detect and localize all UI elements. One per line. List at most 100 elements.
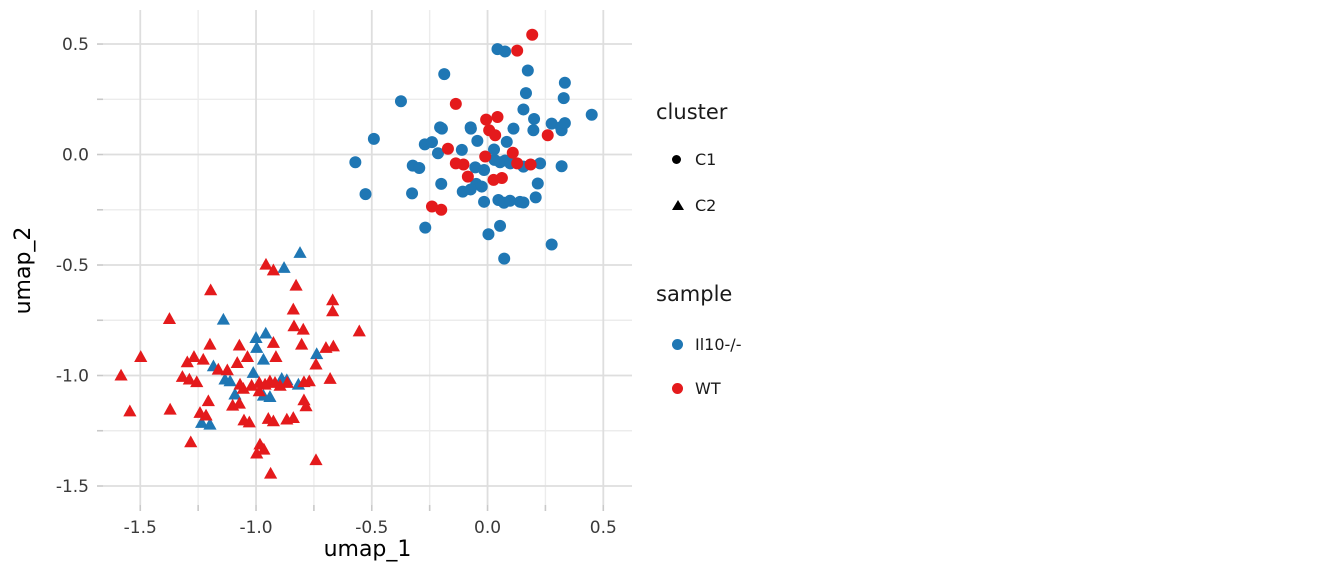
scatter-point-C1 <box>507 122 520 135</box>
x-tick-label: 0.0 <box>474 518 501 538</box>
scatter-point-C2 <box>228 387 242 400</box>
x-axis-title: umap_1 <box>324 537 412 562</box>
scatter-point-C1 <box>413 162 426 175</box>
scatter-point-C2 <box>287 319 301 332</box>
scatter-point-C1 <box>529 191 542 204</box>
scatter-point-C1 <box>517 103 530 116</box>
scatter-point-C2 <box>123 404 137 417</box>
scatter-point-C2 <box>326 304 340 317</box>
scatter-point-C2 <box>196 352 210 365</box>
scatter-point-C2 <box>250 446 264 459</box>
scatter-point-C2 <box>323 372 337 384</box>
scatter-point-C1 <box>557 92 570 105</box>
scatter-point-C2 <box>250 341 264 353</box>
y-axis-title: umap_2 <box>11 227 36 315</box>
scatter-point-C2 <box>266 414 280 427</box>
scatter-point-C1 <box>464 183 477 196</box>
scatter-point-C2 <box>232 338 246 351</box>
scatter-point-C2 <box>309 357 323 370</box>
scatter-point-C1 <box>475 180 488 193</box>
scatter-point-C1 <box>531 177 544 190</box>
scatter-point-C2 <box>223 374 237 387</box>
scatter-point-C1 <box>461 170 474 183</box>
x-tick-label: -1.5 <box>124 518 157 538</box>
legend-item-c2: C2 <box>656 194 856 216</box>
legend-item-label: Il10-/- <box>695 334 742 354</box>
x-tick-label: -1.0 <box>239 518 272 538</box>
scatter-point-C2 <box>269 350 283 362</box>
y-tick-label: 0.5 <box>62 35 89 55</box>
scatter-point-C2 <box>249 331 263 343</box>
scatter-point-C1 <box>524 158 537 171</box>
scatter-point-C2 <box>201 394 215 407</box>
scatter-point-C2 <box>204 283 218 296</box>
scatter-point-C2 <box>296 322 310 335</box>
scatter-point-C1 <box>441 142 454 155</box>
scatter-point-C1 <box>494 219 507 232</box>
scatter-point-C2 <box>203 337 217 350</box>
scatter-point-C1 <box>511 44 524 57</box>
scatter-point-C2 <box>277 261 291 273</box>
scatter-point-C1 <box>449 97 462 110</box>
scatter-point-C1 <box>498 252 511 265</box>
scatter-point-C2 <box>203 417 217 430</box>
scatter-point-C1 <box>435 177 448 190</box>
scatter-point-C1 <box>503 194 516 207</box>
scatter-point-C2 <box>220 363 234 376</box>
scatter-point-C2 <box>162 312 177 324</box>
scatter-point-C1 <box>511 157 524 170</box>
scatter-point-C1 <box>558 76 571 89</box>
scatter-point-C2 <box>182 372 196 385</box>
scatter-point-C2 <box>299 399 313 412</box>
scatter-point-C2 <box>309 453 323 466</box>
scatter-point-C2 <box>266 263 280 276</box>
y-tick-label: 0.0 <box>62 146 89 166</box>
scatter-point-C2 <box>180 355 194 368</box>
scatter-point-C2 <box>163 402 177 415</box>
scatter-point-C2 <box>211 362 225 375</box>
legend-item-label: WT <box>695 378 721 398</box>
scatter-point-C1 <box>541 129 554 142</box>
scatter-point-C1 <box>545 117 558 130</box>
y-tick-label: -1.5 <box>56 477 89 497</box>
scatter-point-C1 <box>545 238 558 251</box>
scatter-point-C1 <box>491 110 504 123</box>
scatter-point-C1 <box>495 171 508 184</box>
scatter-point-C2 <box>230 356 244 368</box>
c2-triangle-icon <box>672 200 684 210</box>
scatter-point-C1 <box>479 150 492 163</box>
scatter-point-C2 <box>259 257 273 270</box>
scatter-point-C2 <box>326 293 340 306</box>
scatter-point-C2 <box>184 435 198 448</box>
legend-item-il10: Il10-/- <box>656 333 856 355</box>
scatter-point-C1 <box>435 203 448 216</box>
scatter-point-C2 <box>190 375 204 388</box>
scatter-point-C2 <box>310 347 324 360</box>
scatter-point-C2 <box>256 352 271 365</box>
scatter-point-C1 <box>471 134 484 147</box>
scatter-point-C1 <box>425 136 438 149</box>
legend-item-label: C1 <box>695 149 717 169</box>
scatter-point-C1 <box>517 196 530 209</box>
scatter-point-C2 <box>266 336 280 348</box>
scatter-point-C1 <box>534 157 547 170</box>
scatter-point-C2 <box>286 411 300 423</box>
scatter-point-C1 <box>438 68 451 81</box>
scatter-point-C1 <box>489 129 502 142</box>
il10-dot-icon <box>672 338 683 350</box>
scatter-point-C2 <box>175 370 190 382</box>
scatter-point-C1 <box>521 64 534 77</box>
scatter-point-C1 <box>367 132 380 145</box>
c1-circle-icon <box>672 154 681 164</box>
y-tick-label: -1.0 <box>56 367 89 387</box>
legend-title-sample: sample <box>656 282 733 306</box>
x-tick-label: 0.5 <box>590 518 617 538</box>
scatter-point-C2 <box>293 246 307 258</box>
scatter-point-C1 <box>499 45 512 58</box>
scatter-point-C2 <box>259 326 273 339</box>
scatter-point-C2 <box>195 416 209 428</box>
scatter-point-C1 <box>464 121 477 134</box>
scatter-point-C1 <box>478 163 491 176</box>
